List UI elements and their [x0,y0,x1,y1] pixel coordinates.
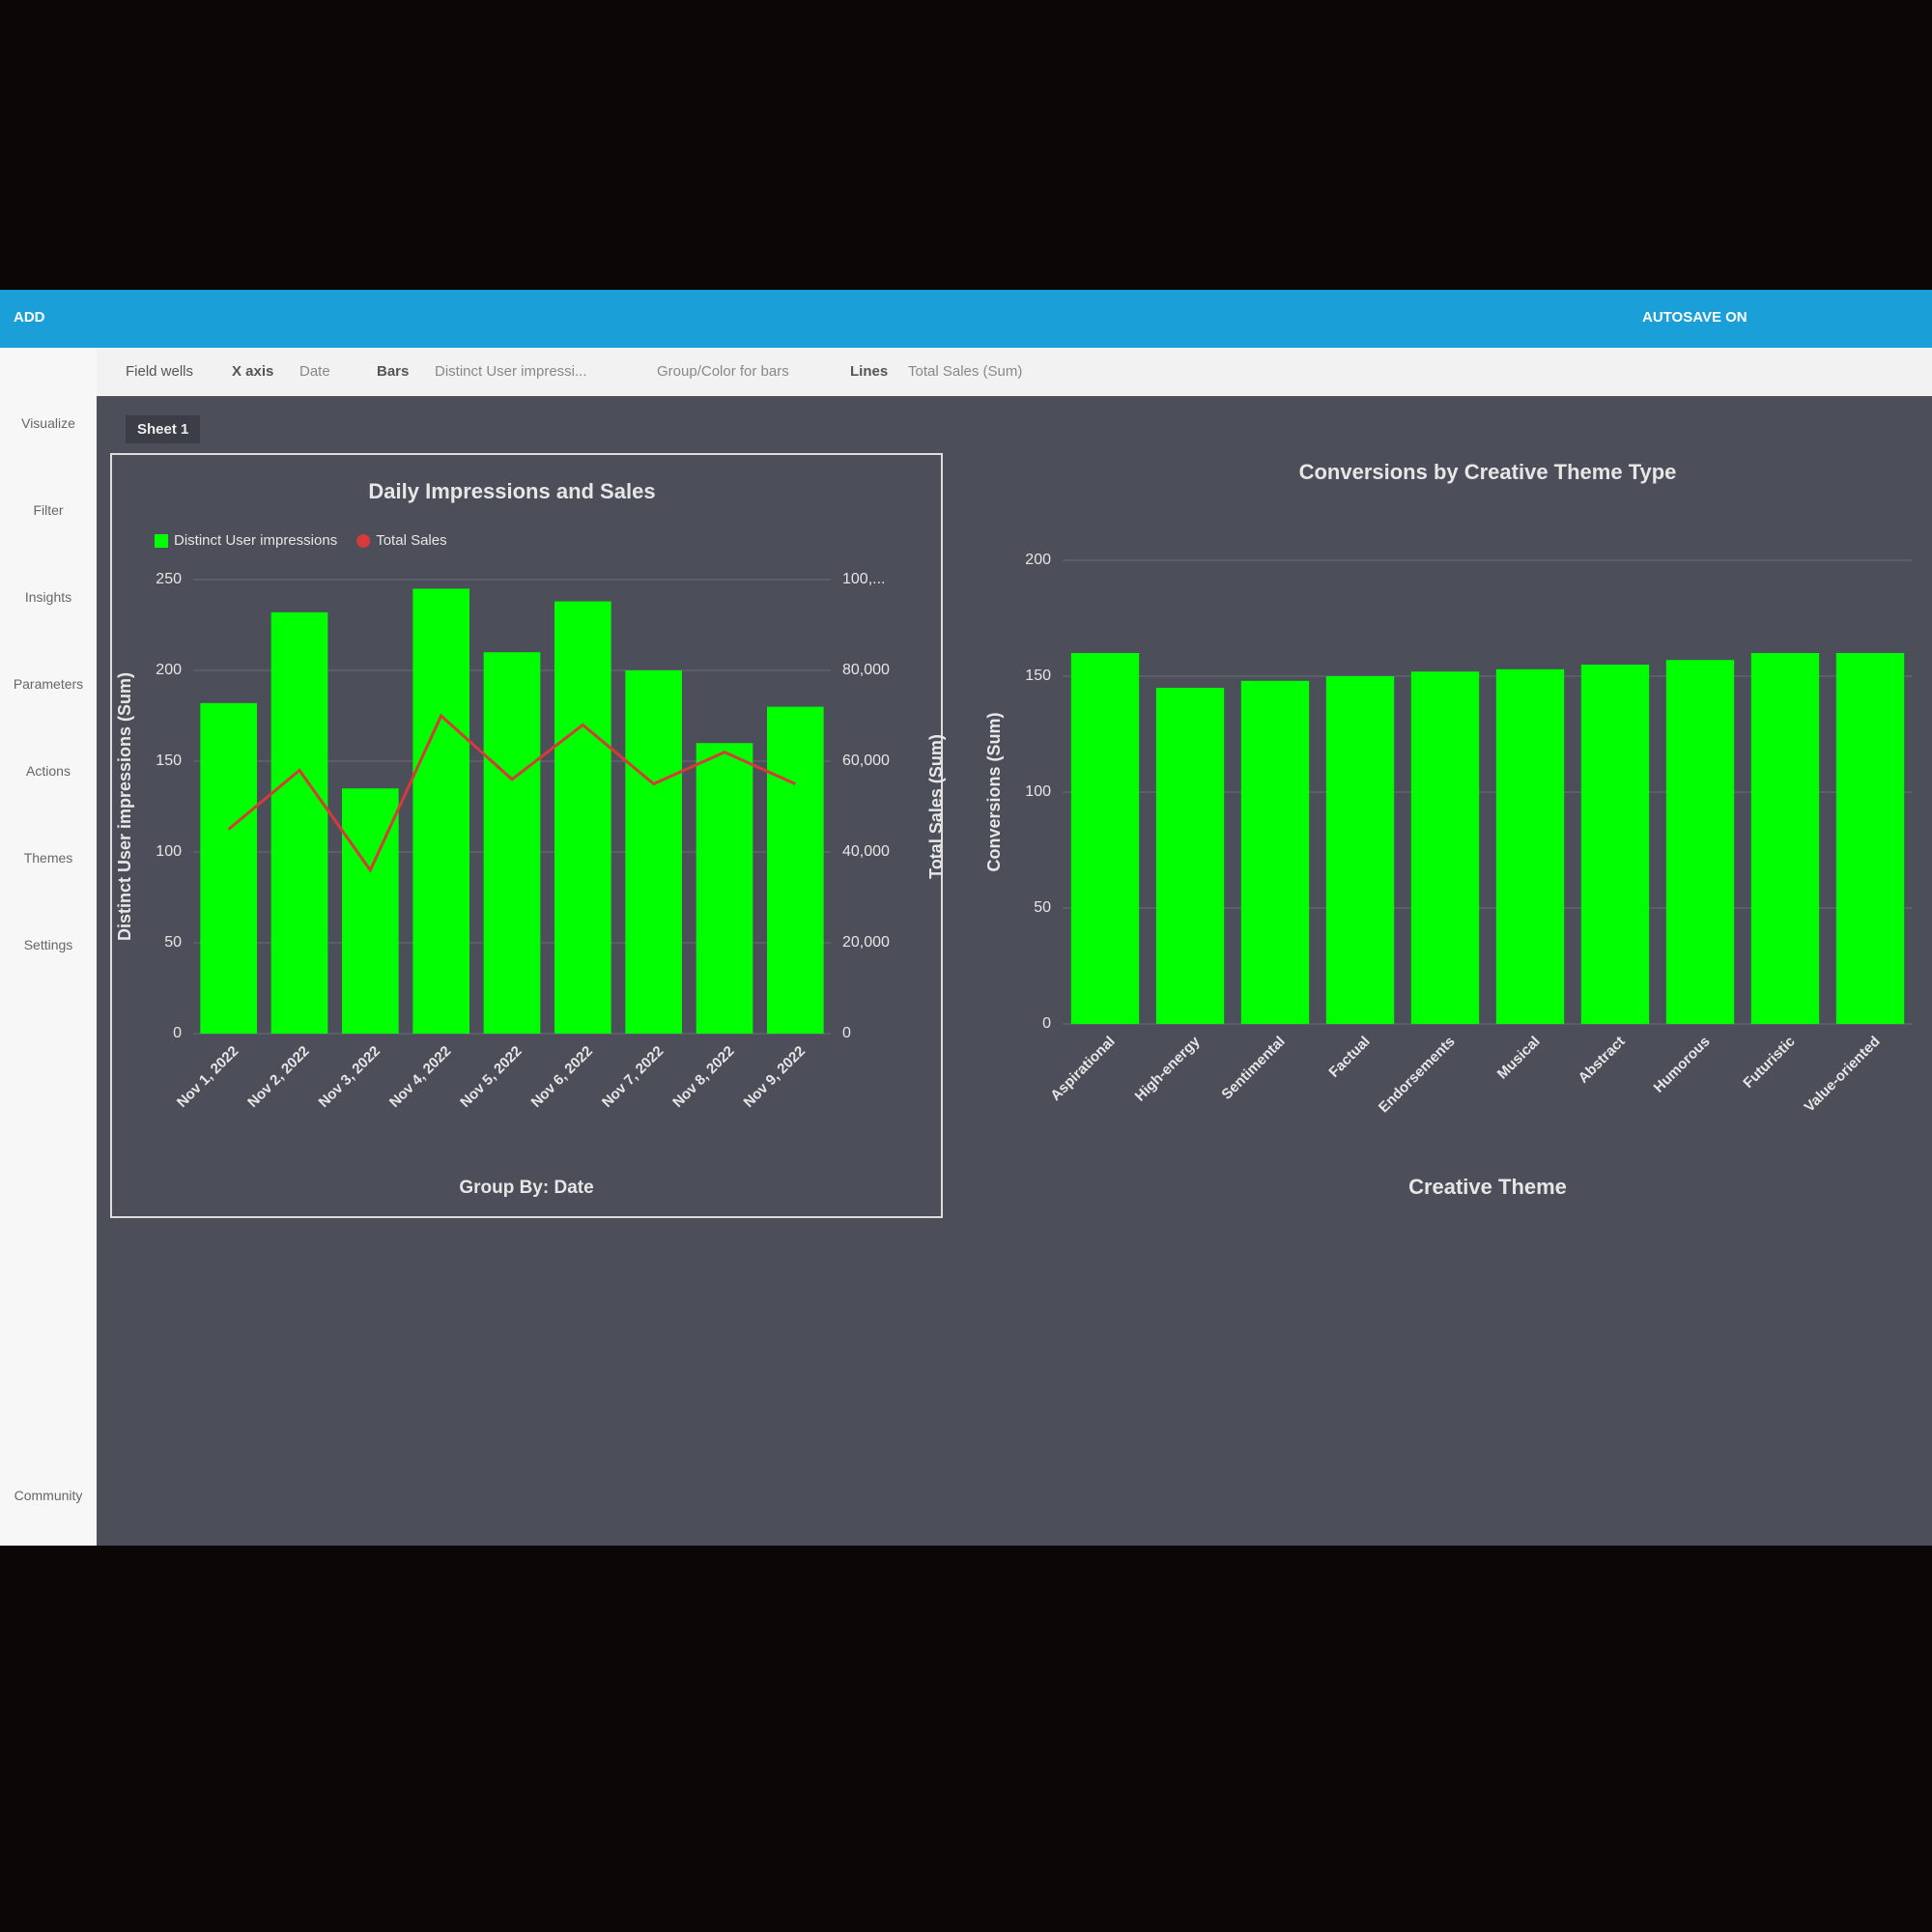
y-tick-label: 0 [1042,1015,1051,1032]
x-tick-label: Musical [1494,1034,1544,1083]
group-by[interactable]: Group By: Date [459,1178,593,1198]
sidebar-item[interactable]: Community [14,1488,83,1503]
x-tick-label: Nov 6, 2022 [528,1043,596,1111]
bar [625,670,682,1034]
add-button[interactable]: ADD [14,309,45,326]
lines-well[interactable]: Lines [850,363,889,380]
bar [1580,665,1650,1024]
lines-field[interactable]: Total Sales (Sum) [908,363,1023,380]
x-axis-label: Creative Theme [1408,1175,1567,1199]
bar [200,702,257,1034]
y2-tick-label: 0 [842,1025,851,1041]
bars-well[interactable]: Bars [377,363,410,380]
line [227,713,796,873]
y-tick-label: 100 [1025,783,1051,800]
sidebar-item[interactable]: Visualize [21,415,75,431]
x-tick-label: Nov 1, 2022 [174,1043,242,1111]
y2-axis-label: Total Sales (Sum) [926,734,946,879]
sidebar-item[interactable]: Settings [23,937,73,952]
bar [1410,671,1480,1024]
sidebar-item[interactable]: Filter [33,502,64,518]
field-wells[interactable]: Field wells [126,363,194,380]
bar [767,706,824,1034]
bar [554,601,611,1034]
x-tick-label: Nov 3, 2022 [316,1043,384,1111]
bar [412,588,469,1034]
bar [1750,653,1820,1024]
bars-field[interactable]: Distinct User impressi... [435,363,587,380]
bar [696,743,753,1034]
charts: Group By: Date Daily Impressions and Sal… [110,453,1913,1218]
y-tick-label: 50 [164,934,182,951]
y-tick-label: 100 [156,843,182,860]
x-axis-well[interactable]: X axis [232,363,274,380]
x-tick-label: Nov 9, 2022 [741,1043,809,1111]
x-tick-label: Value-oriented [1802,1034,1884,1116]
group-color-well[interactable]: Group/Color for bars [657,363,789,380]
visual-frame [110,453,943,1218]
y-tick-label: 50 [1034,899,1051,916]
legend-swatch [356,534,371,548]
y-tick-label: 0 [173,1025,182,1041]
autosave[interactable]: AUTOSAVE ON [1642,309,1747,326]
legend-swatch [155,534,168,548]
sheet-tab[interactable]: Sheet 1 [126,415,201,443]
sidebar-item[interactable]: Themes [23,850,73,866]
bar [1155,688,1225,1024]
y-tick-label: 250 [156,571,182,587]
sidebar-item[interactable]: Parameters [13,676,84,692]
toolbar: Field wells X axis Date Bars Distinct Us… [0,348,1932,396]
x-tick-label: Futuristic [1740,1034,1798,1092]
x-tick-label: High-energy [1132,1033,1204,1104]
y-tick-label: 150 [156,753,182,769]
y2-tick-label: 40,000 [842,843,890,860]
legend-label: Total Sales [376,532,446,549]
y-axis-label: Distinct User impressions (Sum) [115,672,134,941]
y2-tick-label: 100,... [842,571,885,587]
y-tick-label: 200 [156,662,182,678]
bar [1070,653,1140,1024]
sidebar-item[interactable]: Actions [26,763,71,779]
bar [1665,660,1735,1024]
y2-tick-label: 20,000 [842,934,890,951]
x-tick-label: Nov 5, 2022 [457,1043,525,1111]
y-tick-label: 200 [1025,552,1051,568]
y2-tick-label: 80,000 [842,662,890,678]
x-tick-label: Factual [1325,1034,1373,1081]
sidebar-item[interactable]: Insights [24,589,72,605]
sidebar: Visualize Filter Insights Parameters Actions… [0,348,97,1546]
screen: ADD AUTOSAVE ON Field wells X axis Date … [0,290,1932,1546]
x-axis-field[interactable]: Date [299,363,330,380]
x-tick-label: Nov 2, 2022 [244,1043,312,1111]
bar [1495,668,1565,1024]
bar [270,611,328,1034]
bar [1835,653,1905,1024]
x-tick-label: Humorous [1651,1034,1714,1096]
legend-label: Distinct User impressions [174,532,337,549]
y2-tick-label: 60,000 [842,753,890,769]
y-axis-label: Conversions (Sum) [984,712,1004,871]
x-tick-label: Aspirational [1047,1034,1118,1104]
chart-title: Conversions by Creative Theme Type [1299,460,1677,484]
x-tick-label: Nov 7, 2022 [599,1043,667,1111]
bar [483,652,541,1034]
chart-title: Daily Impressions and Sales [368,479,655,503]
x-tick-label: Nov 4, 2022 [386,1043,454,1111]
bar [1240,680,1310,1024]
x-tick-label: Abstract [1576,1034,1629,1087]
x-tick-label: Endorsements [1376,1034,1459,1117]
y-tick-label: 150 [1025,668,1051,684]
top-bar: ADD AUTOSAVE ON [0,290,1932,348]
x-tick-label: Sentimental [1218,1034,1288,1103]
bar [1325,676,1395,1024]
x-tick-label: Nov 8, 2022 [669,1043,737,1111]
